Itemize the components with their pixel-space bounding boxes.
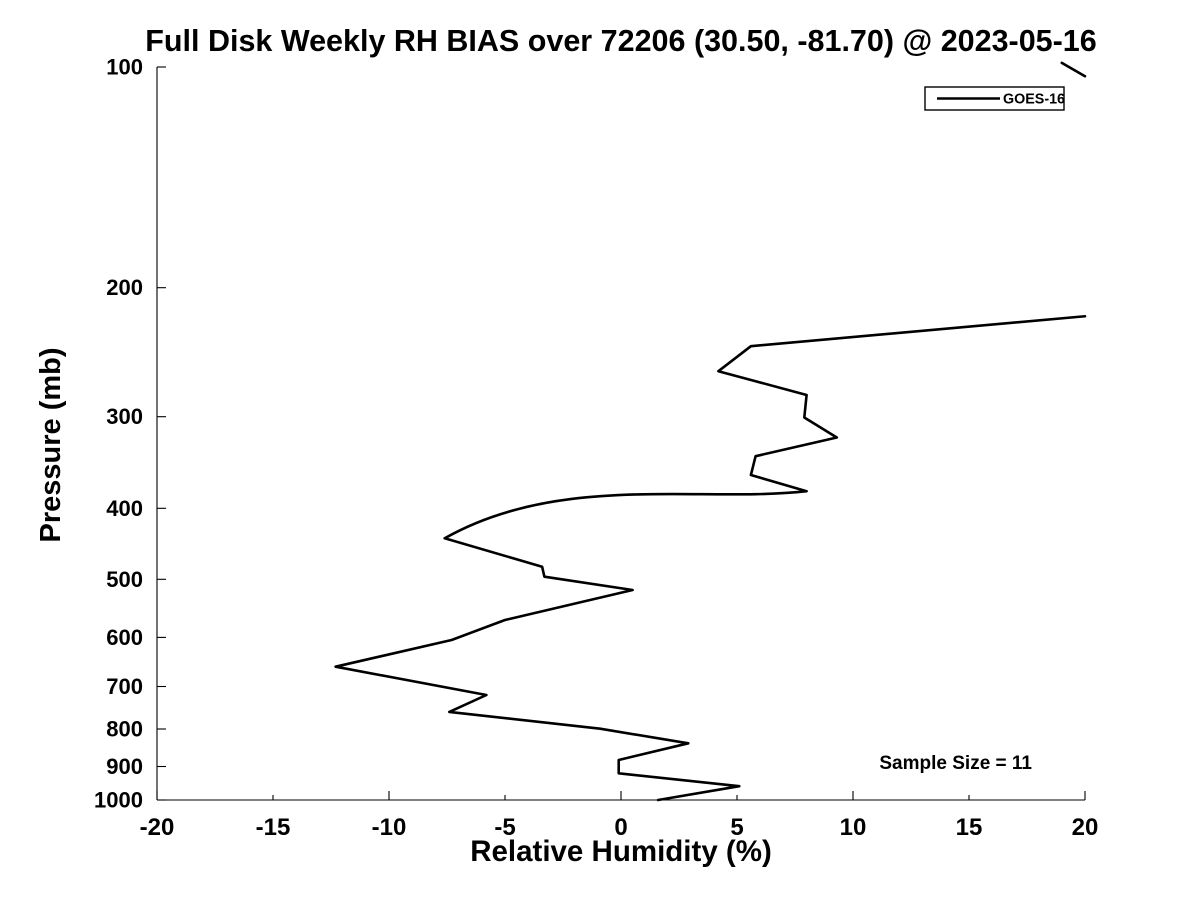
svg-text:500: 500 — [106, 567, 143, 592]
svg-text:1000: 1000 — [94, 788, 143, 813]
svg-text:15: 15 — [956, 814, 983, 841]
svg-text:200: 200 — [106, 275, 143, 300]
svg-text:20: 20 — [1072, 814, 1099, 841]
svg-text:300: 300 — [106, 404, 143, 429]
svg-text:800: 800 — [106, 717, 143, 742]
svg-text:Sample Size = 11: Sample Size = 11 — [879, 753, 1032, 774]
svg-text:10: 10 — [840, 814, 867, 841]
svg-text:-15: -15 — [256, 814, 291, 841]
svg-text:900: 900 — [106, 754, 143, 779]
svg-text:GOES-16: GOES-16 — [1003, 92, 1065, 108]
svg-text:600: 600 — [106, 625, 143, 650]
svg-text:Pressure (mb): Pressure (mb) — [35, 347, 67, 542]
svg-text:-20: -20 — [140, 814, 175, 841]
svg-text:700: 700 — [106, 674, 143, 699]
svg-text:Full Disk Weekly RH BIAS over: Full Disk Weekly RH BIAS over 72206 (30.… — [145, 24, 1096, 58]
svg-text:-10: -10 — [372, 814, 407, 841]
svg-text:100: 100 — [106, 55, 143, 80]
svg-text:400: 400 — [106, 496, 143, 521]
svg-text:Relative Humidity (%): Relative Humidity (%) — [470, 835, 772, 868]
